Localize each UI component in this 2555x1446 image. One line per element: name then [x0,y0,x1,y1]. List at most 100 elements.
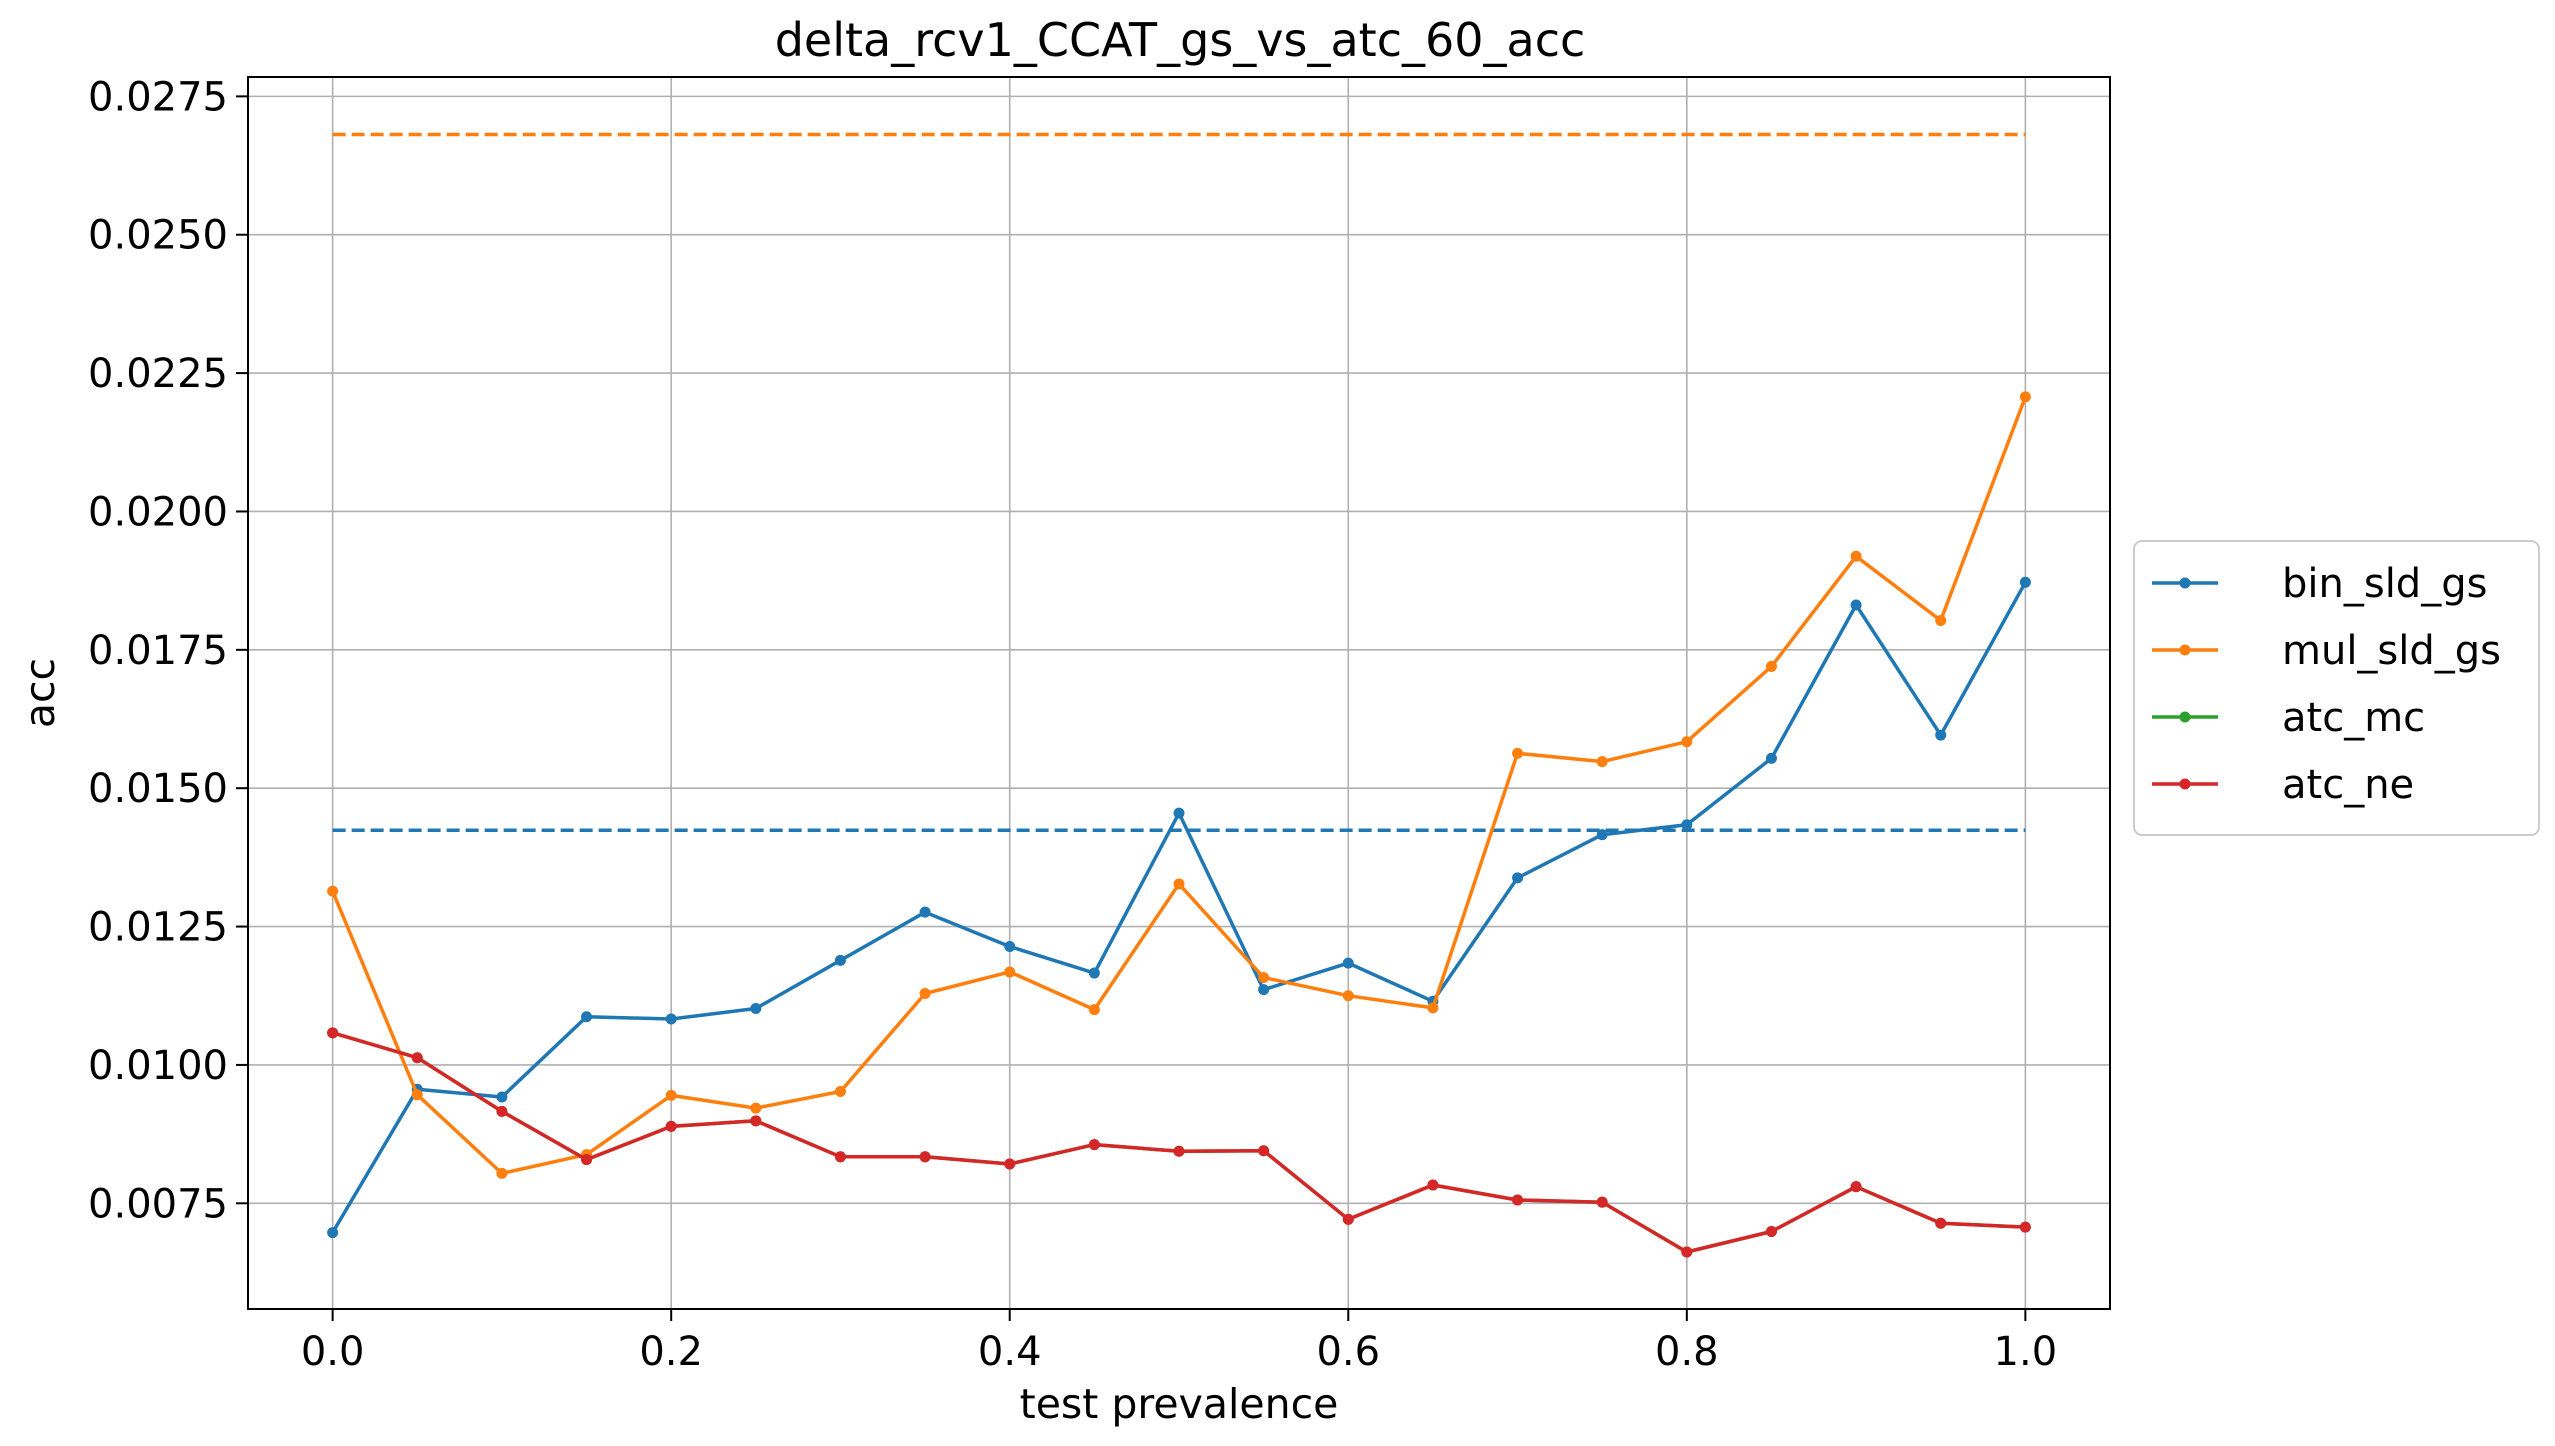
chart-title: delta_rcv1_CCAT_gs_vs_atc_60_acc [775,13,1586,67]
data-point [834,954,846,966]
y-tick-label: 0.0125 [88,905,228,951]
legend-item: mul_sld_gs [2152,628,2501,674]
data-point [1088,1004,1100,1016]
y-tick-label: 0.0200 [88,489,228,535]
y-tick-label: 0.0225 [88,351,228,397]
data-point [1342,990,1354,1002]
x-tick-label: 0.4 [978,1329,1042,1375]
data-point [1427,1002,1439,1014]
data-point [1935,1217,1947,1229]
data-point [327,885,339,897]
x-tick-label: 0.0 [301,1329,365,1375]
data-point [834,1151,846,1163]
y-tick-label: 0.0250 [88,213,228,259]
data-point [1004,940,1016,952]
data-point [1512,747,1524,759]
legend-swatch-marker [2179,577,2191,589]
data-point [750,1115,762,1127]
data-point [2019,1221,2031,1233]
legend-item: bin_sld_gs [2152,561,2487,607]
data-point [665,1120,677,1132]
data-point [496,1105,508,1117]
series-mul_sld_gs [327,391,2031,1179]
y-tick-label: 0.0075 [88,1181,228,1227]
data-point [919,988,931,1000]
data-point [327,1227,339,1239]
data-point [919,906,931,918]
x-axis-ticks: 0.0 0.2 0.4 0.6 0.8 1.0 [301,1309,2057,1375]
data-point [1088,1139,1100,1151]
data-point [581,1154,593,1166]
data-point [1765,752,1777,764]
data-point [1512,1194,1524,1206]
legend: bin_sld_gs mul_sld_gs atc_mc atc_ne [2133,540,2540,836]
data-point [1342,957,1354,969]
legend-swatch-marker [2179,778,2191,790]
y-axis-label: acc [16,658,64,728]
data-point [750,1002,762,1014]
data-point [1258,971,1270,983]
data-point [1596,756,1608,768]
legend-item: atc_mc [2152,695,2425,741]
data-point [1173,878,1185,890]
data-point [1258,984,1270,996]
data-point [665,1089,677,1101]
data-point [411,1089,423,1101]
legend-box [2133,540,2540,836]
data-point [1850,550,1862,562]
legend-swatch-marker [2179,644,2191,656]
data-series [327,391,2031,1258]
data-point [1850,1181,1862,1193]
series-atc_ne [327,1027,2031,1258]
legend-label: mul_sld_gs [2282,628,2501,674]
data-point [411,1052,423,1064]
data-point [496,1167,508,1179]
data-point [581,1011,593,1023]
legend-label: bin_sld_gs [2282,561,2487,607]
y-tick-label: 0.0100 [88,1043,228,1089]
data-point [1765,1226,1777,1238]
plot-area-frame [247,76,2111,1310]
x-tick-label: 1.0 [1994,1329,2058,1375]
grid-lines [248,77,2110,1309]
data-point [665,1013,677,1025]
data-point [1173,807,1185,819]
data-point [1088,967,1100,979]
legend-label: atc_mc [2282,695,2425,741]
data-point [1850,599,1862,611]
x-tick-label: 0.2 [639,1329,703,1375]
series-bin_sld_gs [327,576,2031,1239]
data-point [1681,736,1693,748]
data-point [1596,1196,1608,1208]
y-tick-label: 0.0175 [88,628,228,674]
data-point [1342,1213,1354,1225]
data-point [496,1091,508,1103]
data-point [1004,1158,1016,1170]
data-point [750,1102,762,1114]
data-point [1681,1246,1693,1258]
data-point [1681,819,1693,831]
data-point [1935,614,1947,626]
data-point [1258,1145,1270,1157]
data-point [834,1085,846,1097]
data-point [1935,729,1947,741]
data-point [327,1027,339,1039]
legend-swatch-marker [2179,711,2191,723]
data-point [1512,872,1524,884]
data-point [2019,391,2031,403]
data-point [1427,1179,1439,1191]
y-axis-ticks: 0.0075 0.0100 0.0125 0.0150 0.0175 0.0200 0.02… [88,74,248,1227]
x-axis-label: test prevalence [1020,1380,1339,1428]
data-point [1765,660,1777,672]
data-point [2019,576,2031,588]
data-point [1596,829,1608,841]
legend-item: atc_ne [2152,762,2414,808]
data-point [919,1151,931,1163]
x-tick-label: 0.8 [1655,1329,1719,1375]
reference-lines [332,132,2026,833]
y-tick-label: 0.0150 [88,766,228,812]
x-tick-label: 0.6 [1316,1329,1380,1375]
data-point [1173,1145,1185,1157]
